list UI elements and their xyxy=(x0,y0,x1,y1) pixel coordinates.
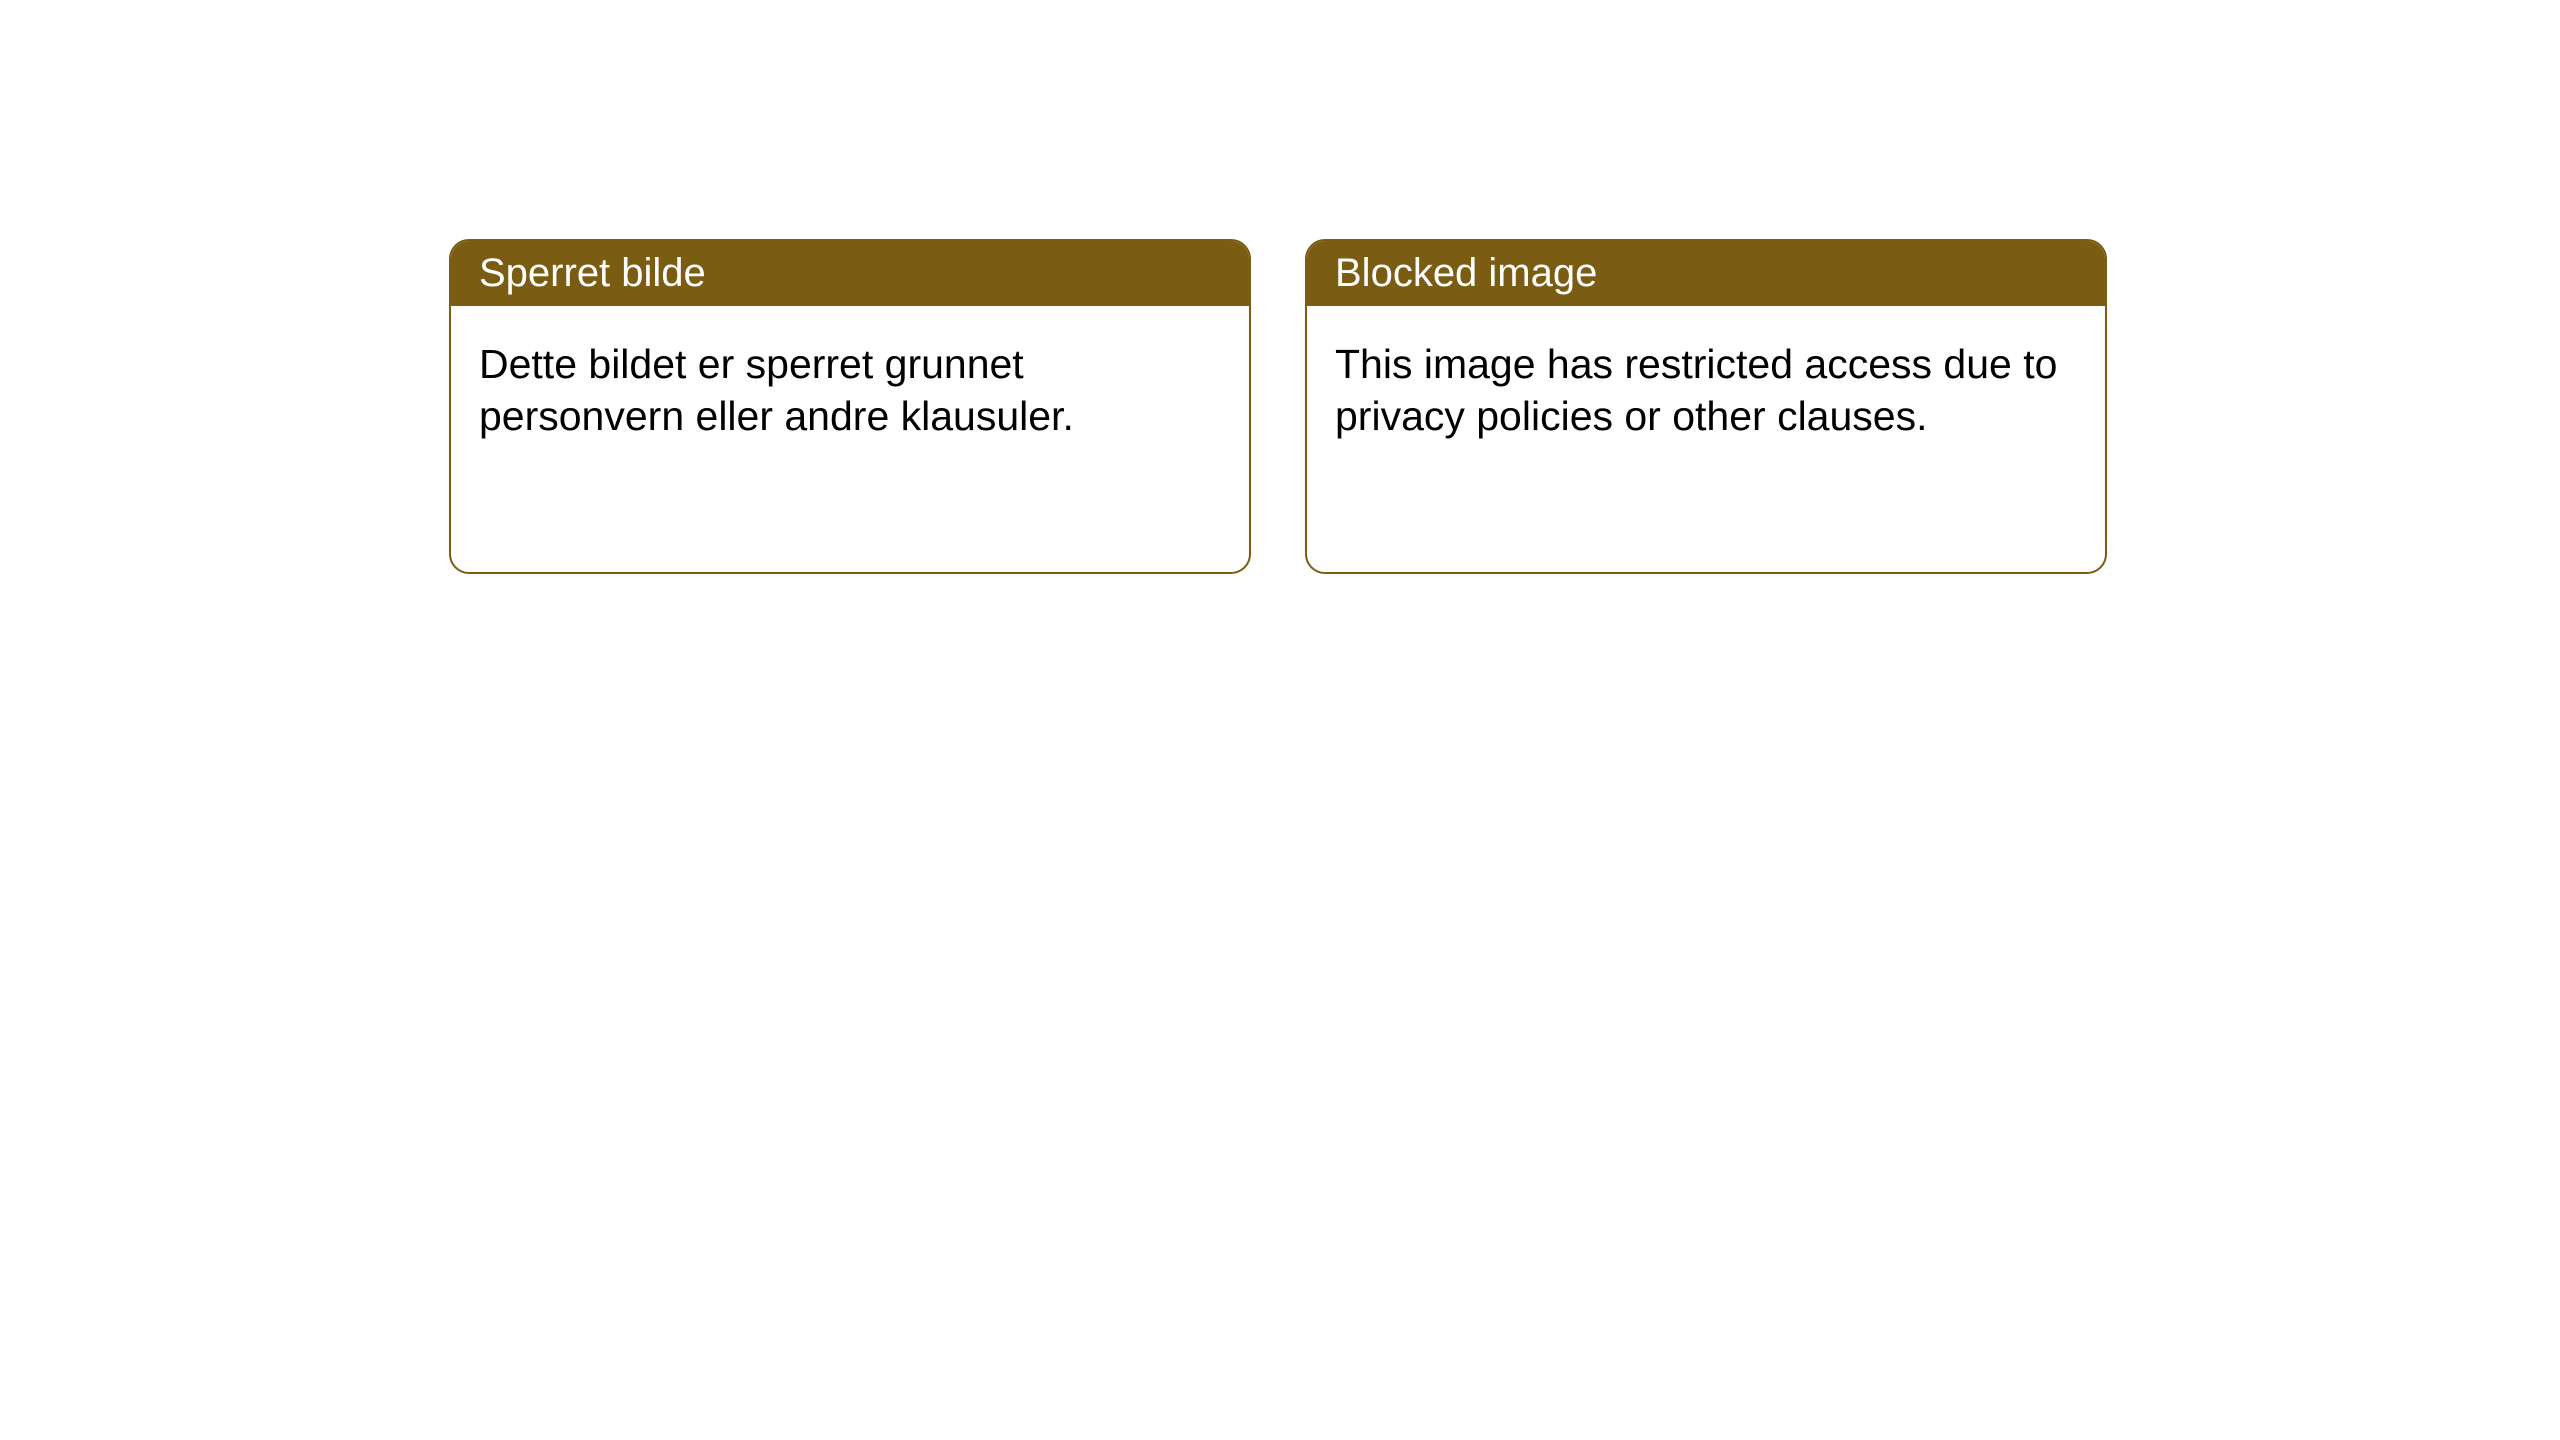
notice-panels-container: Sperret bilde Dette bildet er sperret gr… xyxy=(449,239,2107,574)
panel-header-english: Blocked image xyxy=(1307,241,2105,306)
panel-title: Blocked image xyxy=(1335,251,1597,295)
panel-body-text: Dette bildet er sperret grunnet personve… xyxy=(479,341,1074,439)
panel-body-norwegian: Dette bildet er sperret grunnet personve… xyxy=(451,306,1249,475)
panel-header-norwegian: Sperret bilde xyxy=(451,241,1249,306)
panel-title: Sperret bilde xyxy=(479,251,706,295)
notice-panel-english: Blocked image This image has restricted … xyxy=(1305,239,2107,574)
panel-body-english: This image has restricted access due to … xyxy=(1307,306,2105,475)
notice-panel-norwegian: Sperret bilde Dette bildet er sperret gr… xyxy=(449,239,1251,574)
panel-body-text: This image has restricted access due to … xyxy=(1335,341,2057,439)
